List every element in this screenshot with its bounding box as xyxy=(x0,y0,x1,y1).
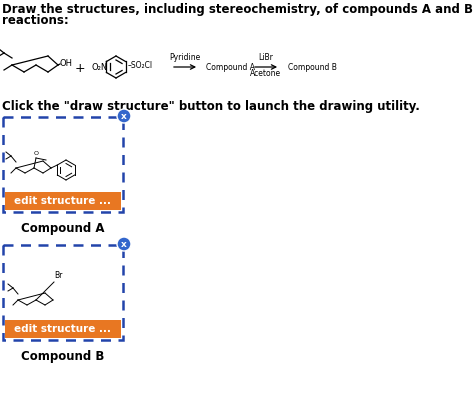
Text: edit structure ...: edit structure ... xyxy=(15,196,111,206)
Text: O₂N: O₂N xyxy=(92,63,108,71)
Text: OH: OH xyxy=(60,59,73,68)
Circle shape xyxy=(117,237,131,251)
Bar xyxy=(5,192,121,210)
Text: Br: Br xyxy=(54,271,63,280)
Text: O: O xyxy=(34,151,38,156)
Text: LiBr: LiBr xyxy=(258,53,273,62)
Text: Pyridine: Pyridine xyxy=(169,53,201,62)
Text: reactions:: reactions: xyxy=(2,14,69,27)
Text: Compound A: Compound A xyxy=(21,222,105,235)
Text: Acetone: Acetone xyxy=(250,69,282,78)
Text: Compound B: Compound B xyxy=(288,63,337,71)
Text: x: x xyxy=(121,112,127,120)
Text: +: + xyxy=(75,61,85,75)
Text: Compound B: Compound B xyxy=(21,350,105,363)
Bar xyxy=(3,117,123,212)
Text: Compound A: Compound A xyxy=(206,63,255,71)
Text: –SO₂Cl: –SO₂Cl xyxy=(128,61,153,71)
Bar xyxy=(5,320,121,338)
Text: x: x xyxy=(121,239,127,249)
Bar xyxy=(3,245,123,340)
Text: edit structure ...: edit structure ... xyxy=(15,324,111,334)
Circle shape xyxy=(117,109,131,123)
Text: Draw the structures, including stereochemistry, of compounds A and B in the foll: Draw the structures, including stereoche… xyxy=(2,3,474,16)
Text: Click the "draw structure" button to launch the drawing utility.: Click the "draw structure" button to lau… xyxy=(2,100,420,113)
